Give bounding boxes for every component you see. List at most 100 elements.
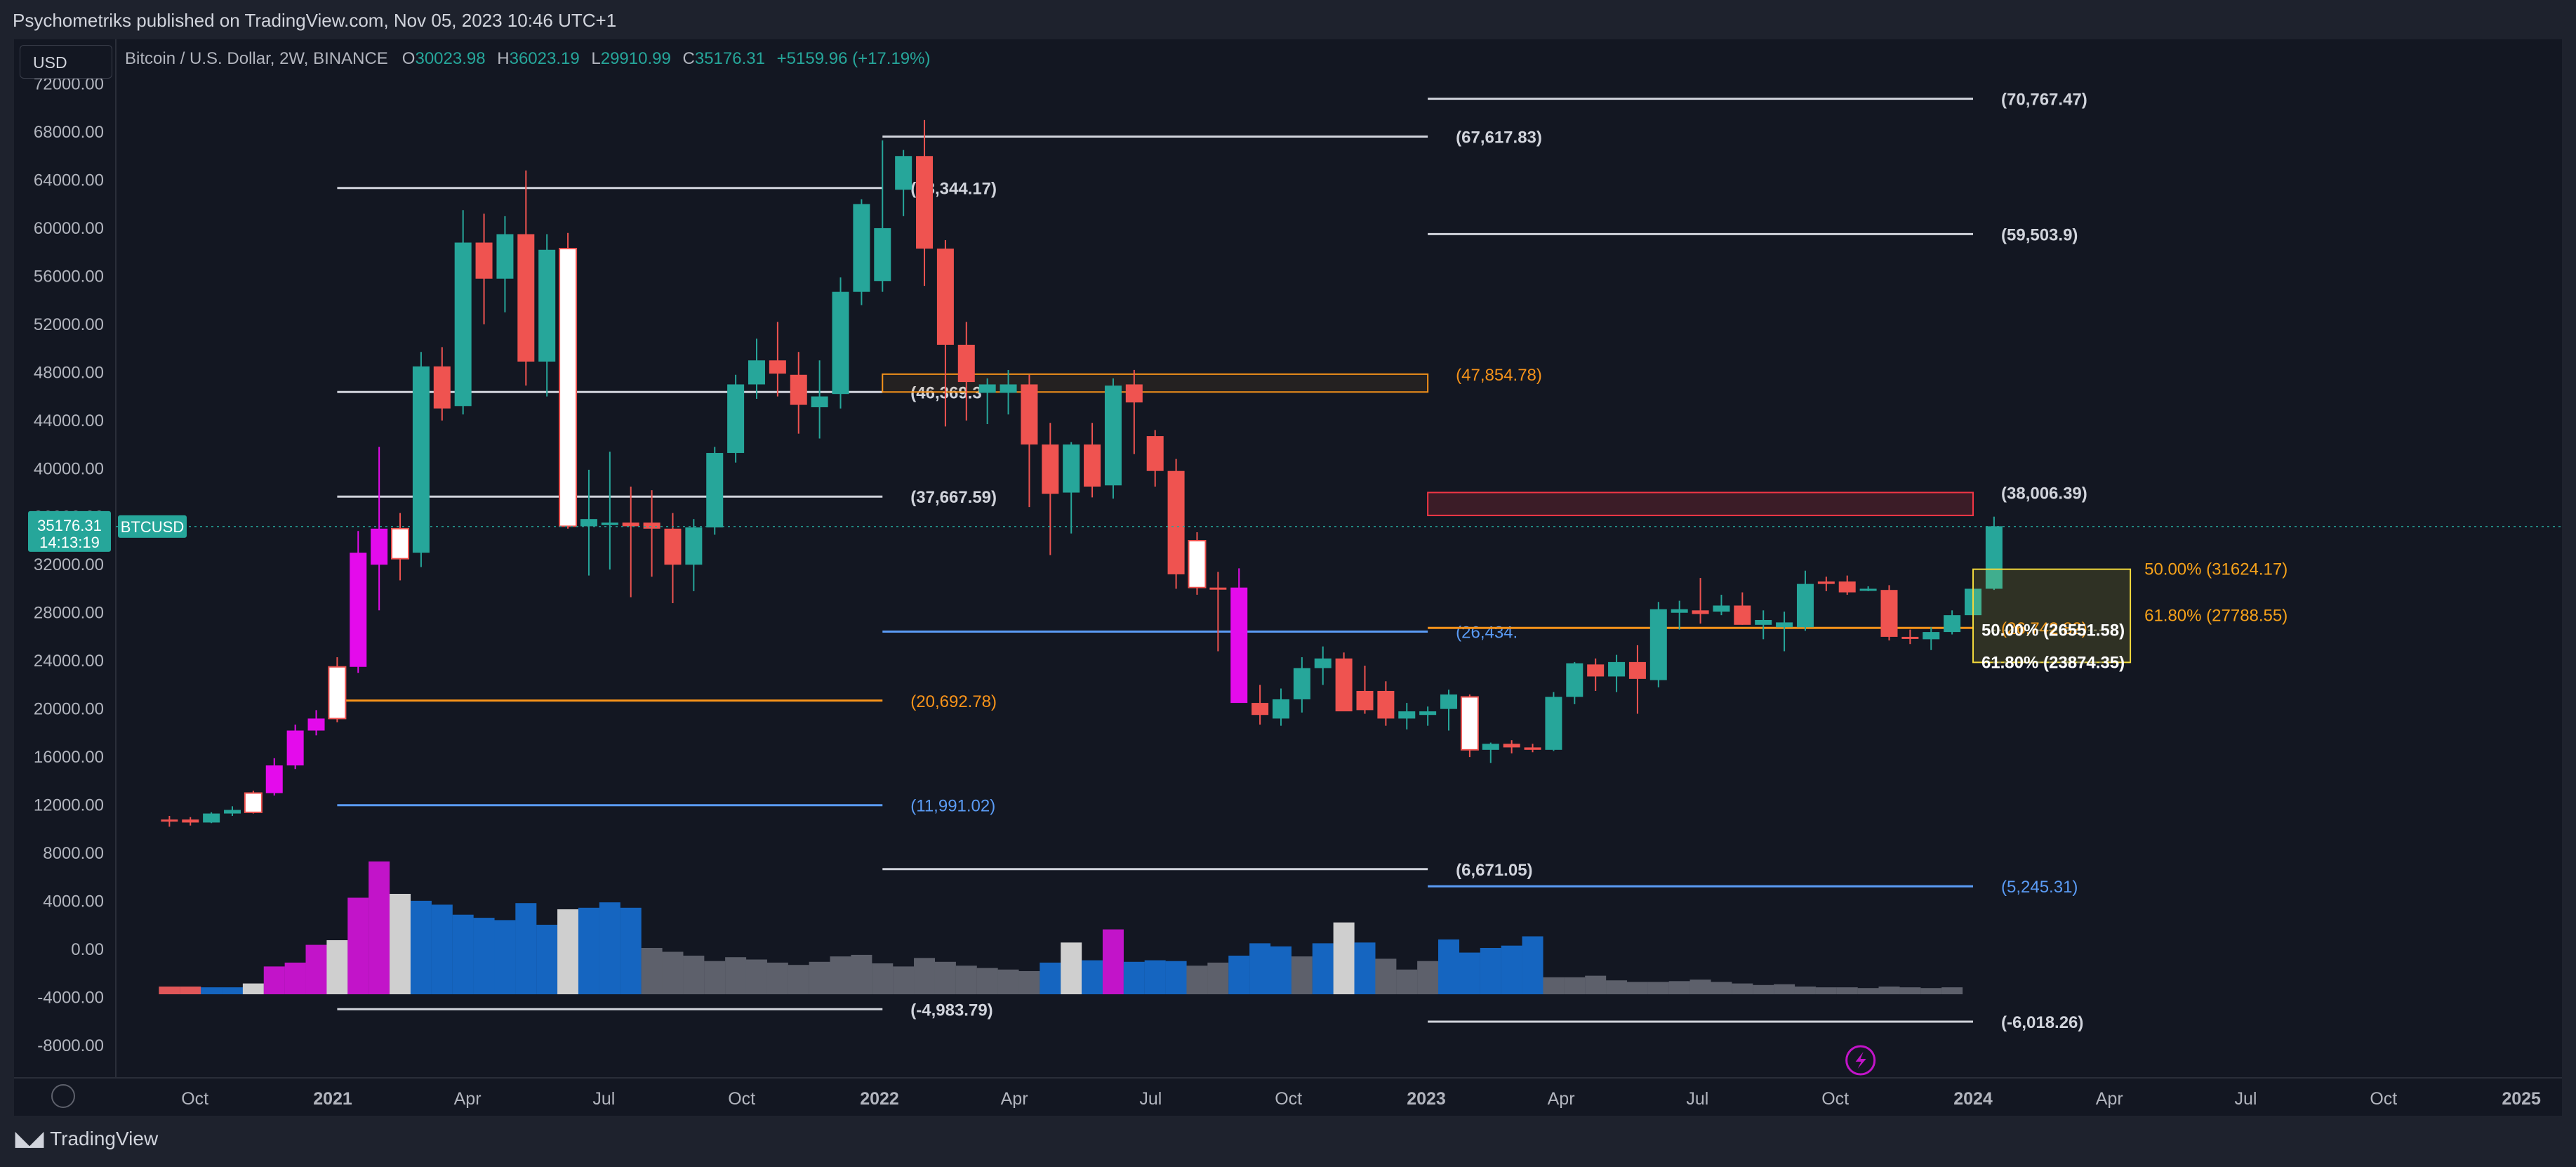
candle-body — [832, 291, 849, 395]
volume-bar — [704, 961, 726, 994]
volume-bar — [1018, 971, 1040, 994]
candle-body — [1188, 540, 1207, 588]
candle-body — [936, 249, 954, 345]
x-tick-label: Jul — [2234, 1089, 2257, 1109]
volume-bar — [1585, 975, 1607, 994]
tradingview-brand[interactable]: ◣◢ TradingView — [15, 1127, 158, 1150]
timezone-button[interactable] — [51, 1084, 75, 1108]
currency-selector[interactable]: USD — [20, 45, 112, 79]
volume-bar — [557, 909, 579, 994]
y-tick-label: 40000.00 — [34, 459, 104, 478]
volume-bar — [934, 961, 956, 994]
volume-bar — [1082, 960, 1103, 994]
candle-body — [1460, 696, 1479, 751]
volume-bar — [1249, 943, 1271, 994]
volume-bar — [599, 902, 620, 994]
volume-bar — [1123, 961, 1145, 994]
candle-body — [1671, 609, 1688, 613]
y-tick-label: 8000.00 — [43, 844, 104, 863]
candle-body — [811, 396, 828, 407]
volume-bar — [745, 959, 767, 994]
volume-bar — [1438, 939, 1460, 994]
candle-body — [161, 819, 178, 822]
fib-label-outside: 61.80% (27788.55) — [2144, 606, 2288, 625]
candle-body — [328, 666, 347, 720]
candle-body — [769, 360, 786, 374]
candle-body — [1021, 384, 1038, 445]
volume-bar — [1899, 987, 1921, 994]
volume-bar — [1668, 981, 1690, 994]
lightning-icon[interactable] — [1845, 1045, 1876, 1076]
timezone-icon — [51, 1084, 75, 1108]
brand-label: TradingView — [50, 1127, 159, 1149]
candle-body — [1587, 664, 1605, 677]
candle-body — [727, 384, 745, 454]
candle-body — [1209, 587, 1227, 590]
y-tick-label: 0.00 — [71, 940, 104, 959]
volume-bar — [390, 894, 411, 994]
level-label: (-4,983.79) — [910, 1001, 992, 1020]
volume-bar — [1920, 988, 1942, 994]
candle-body — [1796, 584, 1814, 628]
candle-body — [265, 765, 283, 793]
close-label: C — [682, 49, 695, 68]
y-tick-label: 32000.00 — [34, 555, 104, 574]
publish-header: Psychometriks published on TradingView.c… — [0, 0, 2576, 39]
candle-body — [391, 527, 410, 560]
candle-body — [1377, 690, 1395, 719]
candle-body — [1314, 658, 1332, 668]
volume-bar — [997, 969, 1019, 994]
candle-body — [748, 360, 765, 385]
candle-body — [203, 813, 220, 823]
candle-body — [244, 792, 263, 813]
y-tick-label: 16000.00 — [34, 748, 104, 767]
volume-bar — [1144, 960, 1166, 994]
candle-body — [1167, 470, 1185, 574]
level-label: (26,742.82) — [2001, 619, 2087, 638]
candle-body — [1419, 711, 1437, 716]
candle-body — [1503, 744, 1520, 748]
y-tick-label: 12000.00 — [34, 796, 104, 815]
y-tick-label: 48000.00 — [34, 363, 104, 382]
candle-body — [1293, 668, 1310, 699]
volume-bar — [431, 904, 453, 994]
volume-bar — [1354, 942, 1376, 994]
change-value: +5159.96 (+17.19%) — [776, 49, 931, 68]
candle-body — [286, 730, 304, 766]
volume-bar — [1061, 942, 1082, 994]
candle-body — [1125, 384, 1143, 403]
candle-body — [1545, 697, 1562, 750]
candle-body — [1356, 690, 1374, 711]
volume-bar — [914, 958, 936, 994]
candle-body — [1230, 587, 1248, 704]
volume-bar — [1291, 956, 1313, 994]
volume-bar — [347, 897, 369, 994]
y-tick-label: -8000.00 — [37, 1036, 104, 1055]
candle-body — [957, 344, 975, 383]
volume-bar — [222, 987, 244, 994]
y-tick-label: 52000.00 — [34, 315, 104, 334]
x-tick-label: Oct — [1821, 1089, 1849, 1109]
candle-body — [1628, 661, 1646, 679]
volume-bar — [1626, 982, 1648, 994]
level-label: (46,369.3 — [910, 383, 981, 402]
candle-body — [371, 528, 388, 565]
candle-body — [475, 242, 493, 279]
candle-body — [580, 519, 597, 527]
candle-body — [1335, 658, 1353, 712]
open-value: 30023.98 — [415, 49, 486, 68]
volume-bar — [1564, 977, 1586, 994]
candle-body — [853, 204, 870, 292]
zone-box — [1427, 492, 1974, 517]
candle-body — [664, 528, 682, 565]
y-tick-label: 24000.00 — [34, 652, 104, 671]
candle-body — [916, 156, 934, 249]
candle-body — [1649, 609, 1667, 680]
fib-label-outside: 50.00% (31624.17) — [2144, 560, 2288, 579]
publish-info: Psychometriks published on TradingView.c… — [13, 10, 617, 31]
candle-body — [1755, 619, 1772, 625]
x-tick-label: Oct — [181, 1089, 208, 1109]
x-tick-label: Jul — [592, 1089, 615, 1109]
level-label: (70,767.47) — [2001, 91, 2087, 110]
